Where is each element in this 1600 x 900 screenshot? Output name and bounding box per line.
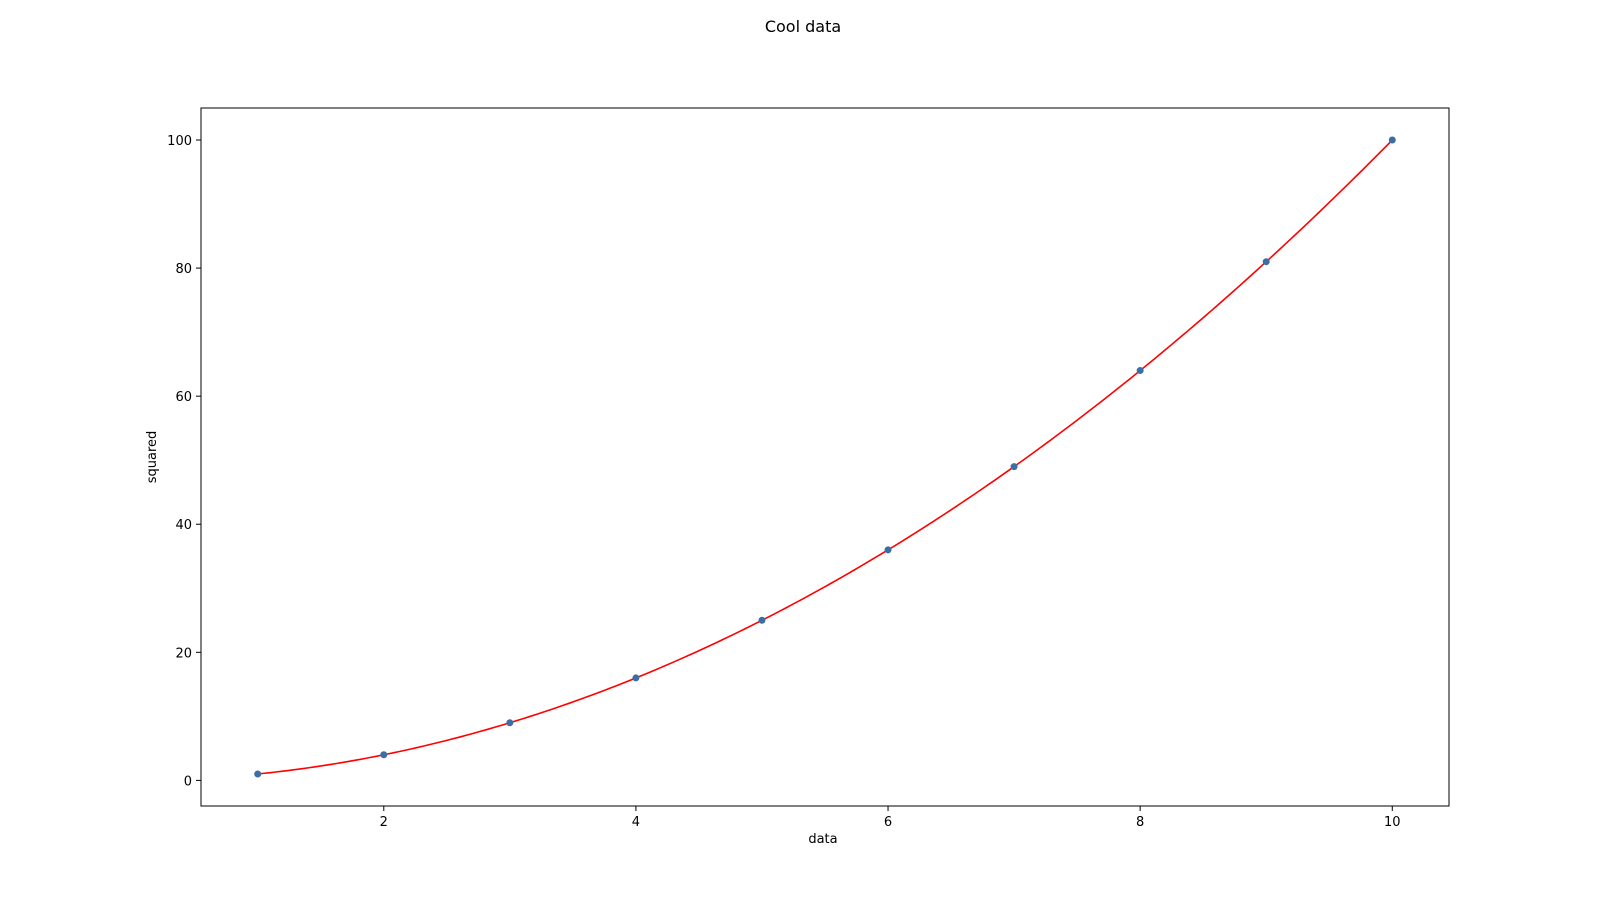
y-axis-label: squared <box>145 431 160 484</box>
x-tick-label: 8 <box>1136 815 1144 830</box>
y-tick-label: 100 <box>167 134 192 149</box>
data-point <box>1136 367 1144 375</box>
data-point <box>632 674 640 682</box>
y-tick-label: 0 <box>184 774 192 789</box>
data-point <box>1010 463 1018 471</box>
x-tick-label: 4 <box>632 815 640 830</box>
data-point <box>1262 258 1270 266</box>
x-tick-label: 10 <box>1384 815 1401 830</box>
fit-curve-line <box>257 139 1393 775</box>
y-tick-label: 20 <box>175 646 192 661</box>
y-tick-label: 60 <box>175 390 192 405</box>
chart-title: Cool data <box>765 17 841 36</box>
y-tick-label: 80 <box>175 262 192 277</box>
data-point <box>758 616 766 624</box>
x-tick-label: 6 <box>884 815 892 830</box>
data-point <box>884 546 892 554</box>
y-tick-label: 40 <box>175 518 192 533</box>
data-point <box>254 770 262 778</box>
data-point <box>1388 136 1396 144</box>
x-tick-label: 2 <box>380 815 388 830</box>
data-point <box>506 719 514 727</box>
data-point <box>380 751 388 759</box>
plot-frame <box>200 107 1450 807</box>
x-axis-label: data <box>808 832 837 847</box>
